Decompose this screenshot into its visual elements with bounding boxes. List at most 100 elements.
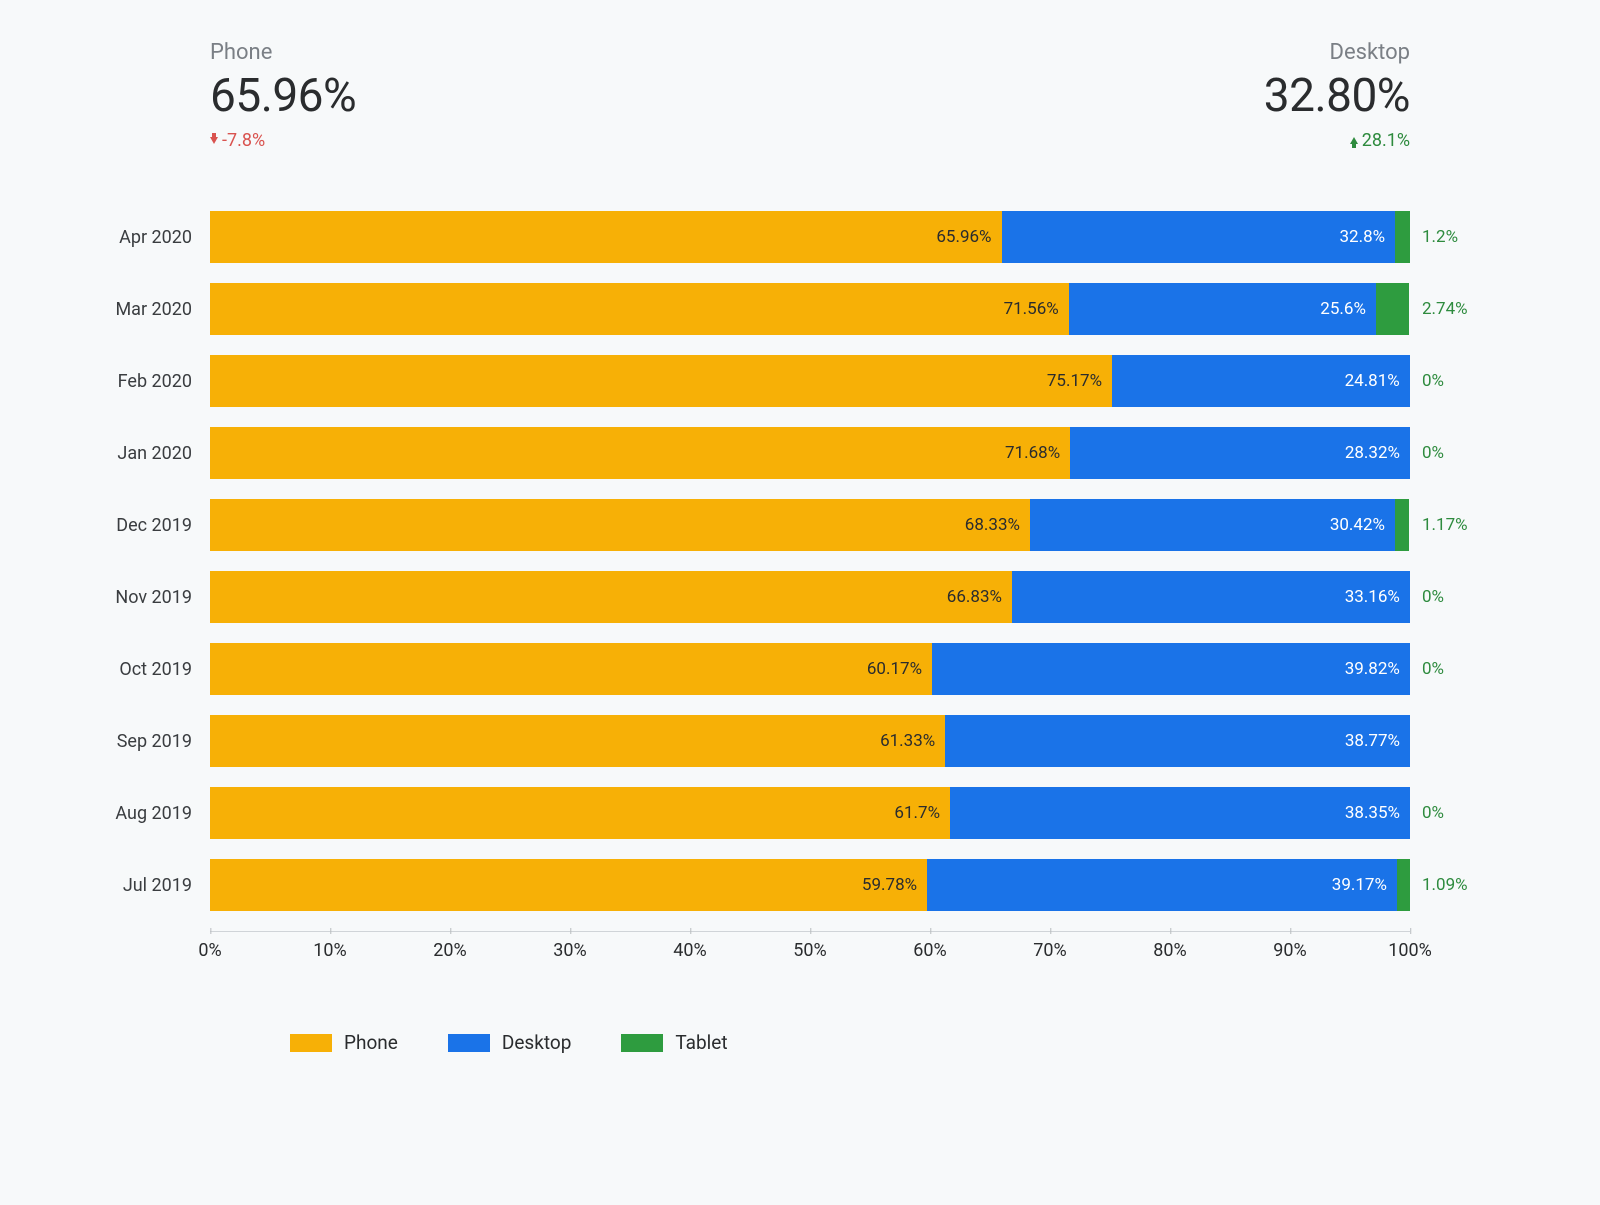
kpi-label: Phone (210, 40, 356, 65)
chart-row: Oct 201960.17%39.82%0% (210, 633, 1410, 705)
y-axis-label: Apr 2020 (100, 227, 210, 248)
legend-item: Desktop (448, 1031, 572, 1054)
bar-segment-tablet (1395, 211, 1409, 263)
kpi-label: Desktop (1264, 40, 1410, 65)
legend-label: Phone (344, 1031, 398, 1054)
x-axis-tick: 100% (1388, 940, 1432, 961)
bar: 71.68%28.32%0% (210, 427, 1410, 479)
bar-segment-tablet (1395, 499, 1409, 551)
y-axis-label: Mar 2020 (100, 299, 210, 320)
bar-segment-desktop: 39.82% (932, 643, 1410, 695)
x-axis-tick: 90% (1273, 940, 1306, 961)
kpi-row: Phone 65.96% -7.8% Desktop 32.80% 28.1% (50, 40, 1550, 151)
y-axis-label: Jul 2019 (100, 875, 210, 896)
bar-segment-phone: 61.7% (210, 787, 950, 839)
x-axis-tick: 40% (673, 940, 706, 961)
chart-rows: Apr 202065.96%32.8%1.2%Mar 202071.56%25.… (210, 201, 1410, 921)
bar: 61.7%38.35%0% (210, 787, 1410, 839)
x-axis-tick: 80% (1153, 940, 1186, 961)
bar: 61.33%38.77% (210, 715, 1410, 767)
bar-trailing-label: 0% (1422, 443, 1444, 463)
bar-segment-desktop: 32.8% (1002, 211, 1396, 263)
chart-row: Jul 201959.78%39.17%1.09% (210, 849, 1410, 921)
bar-trailing-label: 1.17% (1422, 515, 1468, 535)
chart-container: Phone 65.96% -7.8% Desktop 32.80% 28.1% … (50, 40, 1550, 1165)
legend-item: Tablet (621, 1031, 727, 1054)
bar-segment-desktop: 28.32% (1070, 427, 1410, 479)
bar-trailing-label: 0% (1422, 803, 1444, 823)
bar-segment-tablet (1397, 859, 1410, 911)
chart-row: Aug 201961.7%38.35%0% (210, 777, 1410, 849)
legend-swatch (448, 1034, 490, 1052)
chart-row: Sep 201961.33%38.77% (210, 705, 1410, 777)
chart-row: Jan 202071.68%28.32%0% (210, 417, 1410, 489)
bar-trailing-label: 0% (1422, 659, 1444, 679)
bar-segment-phone: 75.17% (210, 355, 1112, 407)
bar-segment-phone: 68.33% (210, 499, 1030, 551)
bar-segment-desktop: 25.6% (1069, 283, 1376, 335)
arrow-down-icon (210, 137, 218, 144)
bar-segment-desktop: 38.35% (950, 787, 1410, 839)
bar-segment-desktop: 24.81% (1112, 355, 1410, 407)
x-axis: 0%10%20%30%40%50%60%70%80%90%100% (210, 931, 1410, 961)
chart-row: Dec 201968.33%30.42%1.17% (210, 489, 1410, 561)
bar: 71.56%25.6%2.74% (210, 283, 1410, 335)
x-axis-tick: 0% (198, 940, 221, 961)
y-axis-label: Dec 2019 (100, 515, 210, 536)
x-axis-tick: 10% (313, 940, 346, 961)
legend: Phone Desktop Tablet (290, 1031, 1550, 1054)
bar-trailing-label: 1.2% (1422, 227, 1458, 247)
bar: 65.96%32.8%1.2% (210, 211, 1410, 263)
bar-segment-phone: 71.56% (210, 283, 1069, 335)
y-axis-label: Nov 2019 (100, 587, 210, 608)
bar: 75.17%24.81%0% (210, 355, 1410, 407)
kpi-delta: -7.8% (210, 130, 265, 151)
x-axis-tick: 20% (433, 940, 466, 961)
y-axis-label: Jan 2020 (100, 443, 210, 464)
kpi-delta-text: -7.8% (222, 130, 265, 151)
bar-trailing-label: 0% (1422, 587, 1444, 607)
y-axis-label: Sep 2019 (100, 731, 210, 752)
kpi-value: 65.96% (210, 69, 356, 123)
bar-segment-phone: 66.83% (210, 571, 1012, 623)
x-axis-tick: 70% (1033, 940, 1066, 961)
legend-swatch (290, 1034, 332, 1052)
kpi-value: 32.80% (1264, 69, 1410, 123)
bar-segment-desktop: 33.16% (1012, 571, 1410, 623)
bar-segment-desktop: 30.42% (1030, 499, 1395, 551)
legend-label: Desktop (502, 1031, 572, 1054)
chart-row: Apr 202065.96%32.8%1.2% (210, 201, 1410, 273)
x-axis-tick: 30% (553, 940, 586, 961)
legend-label: Tablet (675, 1031, 727, 1054)
kpi-delta-text: 28.1% (1362, 130, 1410, 151)
bar: 60.17%39.82%0% (210, 643, 1410, 695)
bar-segment-phone: 71.68% (210, 427, 1070, 479)
kpi-phone: Phone 65.96% -7.8% (210, 40, 356, 151)
kpi-delta: 28.1% (1350, 130, 1410, 151)
stacked-bar-chart: Apr 202065.96%32.8%1.2%Mar 202071.56%25.… (210, 201, 1410, 961)
chart-row: Mar 202071.56%25.6%2.74% (210, 273, 1410, 345)
bar-segment-phone: 60.17% (210, 643, 932, 695)
legend-swatch (621, 1034, 663, 1052)
y-axis-label: Oct 2019 (100, 659, 210, 680)
arrow-up-icon (1350, 137, 1358, 144)
y-axis-label: Feb 2020 (100, 371, 210, 392)
x-axis-tick: 60% (913, 940, 946, 961)
bar-segment-desktop: 39.17% (927, 859, 1397, 911)
chart-row: Nov 201966.83%33.16%0% (210, 561, 1410, 633)
chart-row: Feb 202075.17%24.81%0% (210, 345, 1410, 417)
bar-trailing-label: 1.09% (1422, 875, 1468, 895)
bar: 59.78%39.17%1.09% (210, 859, 1410, 911)
bar-segment-phone: 61.33% (210, 715, 945, 767)
bar: 68.33%30.42%1.17% (210, 499, 1410, 551)
bar-segment-phone: 59.78% (210, 859, 927, 911)
bar-trailing-label: 2.74% (1422, 299, 1468, 319)
x-axis-tick: 50% (793, 940, 826, 961)
bar-segment-desktop: 38.77% (945, 715, 1410, 767)
bar-trailing-label: 0% (1422, 371, 1444, 391)
legend-item: Phone (290, 1031, 398, 1054)
y-axis-label: Aug 2019 (100, 803, 210, 824)
bar-segment-phone: 65.96% (210, 211, 1002, 263)
bar-segment-tablet (1376, 283, 1409, 335)
bar: 66.83%33.16%0% (210, 571, 1410, 623)
